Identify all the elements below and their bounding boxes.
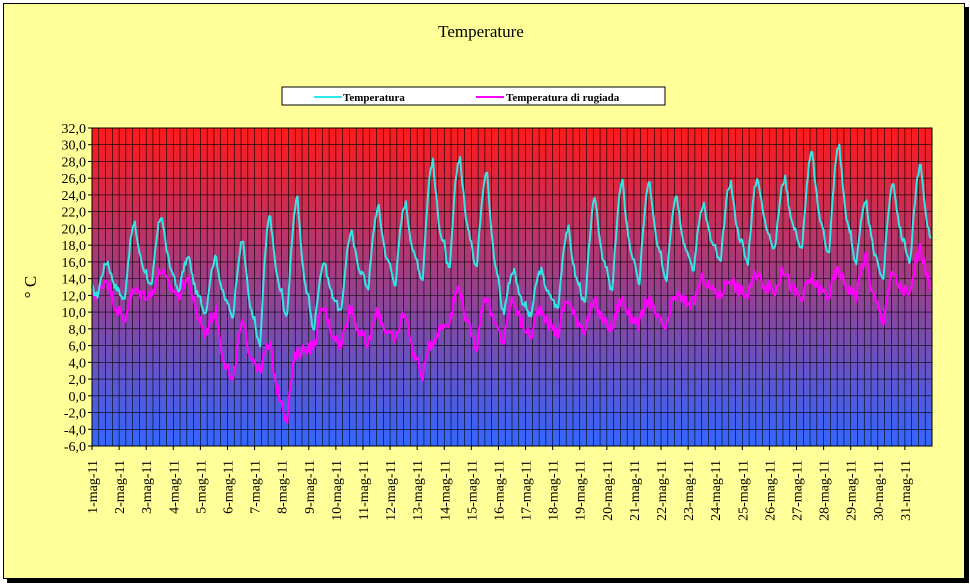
y-tick-label: 14,0 bbox=[62, 273, 87, 288]
x-tick-label: 22-mag-11 bbox=[655, 460, 670, 521]
x-tick-label: 3-mag-11 bbox=[140, 460, 155, 514]
x-tick-label: 21-mag-11 bbox=[628, 460, 643, 521]
x-tick-label: 15-mag-11 bbox=[465, 460, 480, 521]
x-tick-label: 11-mag-11 bbox=[357, 460, 372, 520]
x-tick-label: 12-mag-11 bbox=[384, 460, 399, 521]
y-tick-label: 18,0 bbox=[62, 239, 87, 254]
y-tick-label: 0,0 bbox=[69, 390, 87, 405]
y-tick-label: 26,0 bbox=[62, 172, 87, 187]
y-tick-label: -4,0 bbox=[64, 423, 86, 438]
y-tick-label: 2,0 bbox=[69, 373, 87, 388]
x-tick-label: 29-mag-11 bbox=[845, 460, 860, 521]
y-tick-label: 6,0 bbox=[69, 340, 87, 355]
y-tick-label: 10,0 bbox=[62, 306, 87, 321]
x-tick-label: 7-mag-11 bbox=[249, 460, 264, 514]
x-tick-label: 10-mag-11 bbox=[330, 460, 345, 521]
x-tick-label: 20-mag-11 bbox=[601, 460, 616, 521]
x-tick-label: 19-mag-11 bbox=[574, 460, 589, 521]
y-tick-label: 28,0 bbox=[62, 155, 87, 170]
series-line-rugiada bbox=[91, 242, 932, 424]
x-tick-label: 28-mag-11 bbox=[818, 460, 833, 521]
x-tick-label: 5-mag-11 bbox=[194, 460, 209, 514]
x-tick-label: 27-mag-11 bbox=[791, 460, 806, 521]
legend: Temperatura Temperatura di rugiada bbox=[281, 86, 666, 106]
x-tick-label: 24-mag-11 bbox=[709, 460, 724, 521]
x-axis: 1-mag-11 2-mag-11 3-mag-11 4-mag-11 5-mag-11… bbox=[86, 446, 914, 521]
legend-label-temperatura: Temperatura bbox=[343, 92, 405, 104]
legend-label-rugiada: Temperatura di rugiada bbox=[506, 92, 620, 104]
x-tick-label: 18-mag-11 bbox=[547, 460, 562, 521]
y-tick-label: -6,0 bbox=[64, 440, 86, 455]
y-tick-label: 16,0 bbox=[62, 256, 87, 271]
y-tick-label: 30,0 bbox=[62, 139, 87, 154]
y-tick-label: 4,0 bbox=[69, 356, 87, 371]
x-tick-label: 14-mag-11 bbox=[438, 460, 453, 521]
x-tick-label: 30-mag-11 bbox=[872, 460, 887, 521]
x-tick-label: 2-mag-11 bbox=[113, 460, 128, 514]
y-tick-label: 8,0 bbox=[69, 323, 87, 338]
x-tick-label: 26-mag-11 bbox=[763, 460, 778, 521]
x-tick-label: 17-mag-11 bbox=[520, 460, 535, 521]
x-tick-label: 25-mag-11 bbox=[736, 460, 751, 521]
plot-border bbox=[91, 127, 933, 447]
x-tick-label: 31-mag-11 bbox=[899, 460, 914, 521]
legend-box bbox=[281, 86, 666, 106]
x-tick-label: 8-mag-11 bbox=[276, 460, 291, 514]
series-line-temperatura bbox=[91, 143, 932, 348]
y-tick-label: 22,0 bbox=[62, 206, 87, 221]
y-axis-label: ° C bbox=[21, 276, 40, 298]
y-tick-label: 12,0 bbox=[62, 289, 87, 304]
x-tick-label: 16-mag-11 bbox=[492, 460, 507, 521]
x-tick-label: 1-mag-11 bbox=[86, 460, 101, 514]
x-tick-label: 4-mag-11 bbox=[167, 460, 182, 514]
series-layer bbox=[91, 143, 932, 424]
x-tick-label: 23-mag-11 bbox=[682, 460, 697, 521]
y-axis: -6,0 -4,0-2,0 0,0 2,0 4,06,0 8,0 10,0 12,014,0 1… bbox=[62, 122, 92, 455]
x-tick-label: 9-mag-11 bbox=[303, 460, 318, 514]
y-tick-label: 20,0 bbox=[62, 222, 87, 237]
y-tick-label: 24,0 bbox=[62, 189, 87, 204]
chart-title: Temperature bbox=[438, 22, 524, 41]
y-tick-label: -2,0 bbox=[64, 407, 86, 422]
x-tick-label: 13-mag-11 bbox=[411, 460, 426, 521]
y-tick-label: 32,0 bbox=[62, 122, 87, 137]
x-tick-label: 6-mag-11 bbox=[221, 460, 236, 514]
